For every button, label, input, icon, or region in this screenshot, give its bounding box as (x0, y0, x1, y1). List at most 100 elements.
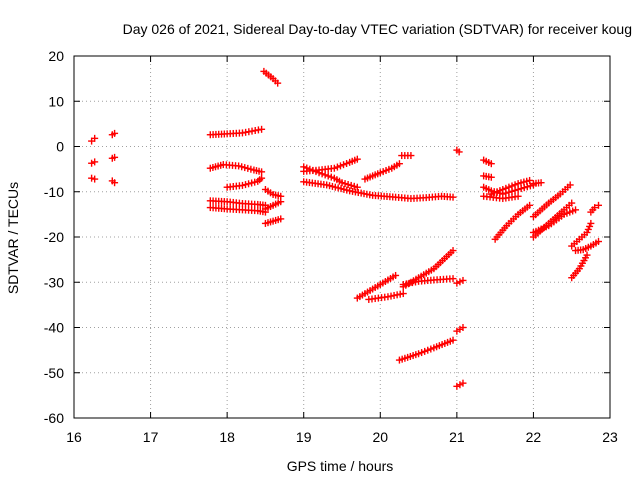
grid (74, 56, 610, 418)
data-point (111, 179, 119, 187)
data-point (248, 179, 256, 187)
data-point (526, 176, 534, 184)
y-axis: 20 10 0 -10 -20 -30 -40 -50 -60 (44, 48, 610, 426)
data-point (449, 336, 457, 344)
data-point (487, 173, 495, 181)
x-tick-label: 19 (296, 429, 312, 445)
data-point (487, 160, 495, 168)
x-tick-label: 22 (526, 429, 542, 445)
data-point (111, 129, 119, 137)
data-point (502, 184, 510, 192)
data-point (449, 247, 457, 255)
y-axis-label: SDTVAR / TECUs (5, 182, 21, 294)
data-point (591, 204, 599, 212)
data-point (111, 153, 119, 161)
data-point (88, 159, 96, 167)
data-point (242, 181, 250, 189)
data-point (418, 349, 426, 357)
data-point (251, 178, 259, 186)
data-point (449, 193, 457, 201)
data-point (568, 199, 576, 207)
data-point (459, 276, 467, 284)
data-point (245, 180, 253, 188)
data-point (327, 173, 335, 181)
data-point (511, 181, 519, 189)
data-point (392, 271, 400, 279)
data-point (456, 278, 464, 286)
data-point (277, 198, 285, 206)
chart-title: Day 026 of 2021, Sidereal Day-to-day VTE… (123, 21, 632, 37)
data-point (336, 162, 344, 170)
data-point (537, 179, 545, 187)
y-tick-label: -20 (44, 229, 64, 245)
data-point (353, 155, 361, 163)
y-tick-label: -50 (44, 365, 64, 381)
data-point (415, 350, 423, 358)
data-point (595, 238, 603, 246)
data-point (514, 185, 522, 193)
data-point (244, 164, 252, 172)
data-point (344, 181, 352, 189)
data-point (343, 160, 351, 168)
x-axis: 16 17 18 19 20 21 22 23 (66, 56, 618, 445)
x-tick-label: 16 (66, 429, 82, 445)
data-point (258, 168, 266, 176)
y-tick-label: -60 (44, 410, 64, 426)
x-tick-label: 17 (143, 429, 159, 445)
data-point (424, 346, 432, 354)
data-point (258, 125, 266, 133)
data-point (347, 181, 355, 189)
y-tick-label: 10 (48, 93, 64, 109)
data-point (324, 172, 332, 180)
data-point (274, 79, 282, 87)
x-tick-label: 21 (449, 429, 465, 445)
data-point (499, 185, 507, 193)
data-point (587, 219, 595, 227)
x-tick-label: 23 (602, 429, 618, 445)
data-point (453, 382, 461, 390)
data-point (91, 134, 99, 142)
data-point (258, 174, 266, 182)
data-point (566, 181, 574, 189)
data-point (238, 181, 246, 189)
y-tick-label: 0 (56, 139, 64, 155)
data-point (333, 163, 341, 171)
y-tick-label: -10 (44, 184, 64, 200)
x-tick-label: 18 (219, 429, 235, 445)
data-point (449, 275, 457, 283)
data-point (395, 160, 403, 168)
data-point (456, 381, 464, 389)
data-point (505, 183, 513, 191)
data-point (235, 162, 243, 170)
data-point (453, 279, 461, 287)
data-point (508, 182, 516, 190)
data-point (427, 345, 435, 353)
data-point (459, 379, 467, 387)
data-point (583, 251, 591, 259)
data-point (330, 164, 338, 172)
data-point (350, 182, 358, 190)
data-point (514, 192, 522, 200)
data-point (455, 148, 463, 156)
data-point (91, 175, 99, 183)
y-tick-label: -30 (44, 274, 64, 290)
data-point (277, 215, 285, 223)
x-tick-label: 20 (372, 429, 388, 445)
data-point (407, 152, 415, 160)
data-point (88, 174, 96, 182)
data-point (526, 201, 534, 209)
y-tick-label: -40 (44, 320, 64, 336)
data-point (421, 347, 429, 355)
data-point (353, 183, 361, 191)
data-point (459, 324, 467, 331)
x-axis-label: GPS time / hours (287, 458, 394, 474)
data-point (572, 206, 580, 214)
data-point (340, 161, 348, 169)
data-point (241, 164, 249, 172)
data-point (247, 165, 255, 173)
data-point (91, 158, 99, 166)
data-points (88, 67, 603, 390)
data-point (338, 179, 346, 187)
data-point (238, 163, 246, 171)
